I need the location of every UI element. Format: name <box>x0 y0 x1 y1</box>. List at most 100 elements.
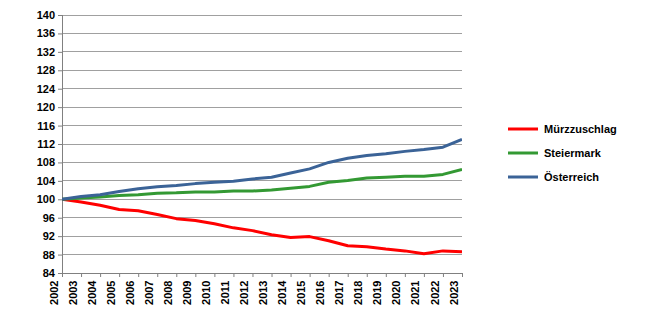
y-tick: 96 <box>43 212 62 224</box>
legend-label: Österreich <box>544 171 599 183</box>
y-tick: 120 <box>37 101 62 113</box>
x-tick-mark <box>62 273 63 277</box>
x-tick-mark <box>386 273 387 277</box>
y-tick-mark <box>58 15 62 16</box>
x-tick-label: 2015 <box>295 281 307 305</box>
x-tick-label: 2020 <box>390 281 402 305</box>
x-tick-label: 2021 <box>409 281 421 305</box>
x-tick: 2011 <box>219 273 234 304</box>
x-tick: 2023 <box>448 273 463 305</box>
x-tick: 2007 <box>143 273 158 305</box>
y-tick-label: 88 <box>43 249 55 261</box>
x-tick-label: 2019 <box>371 281 383 305</box>
x-tick: 2008 <box>162 273 177 305</box>
x-tick-label: 2008 <box>162 281 174 305</box>
x-tick-label: 2016 <box>314 281 326 305</box>
x-tick-label: 2022 <box>429 281 441 305</box>
x-tick-mark <box>405 273 406 277</box>
y-tick: 84 <box>43 267 62 279</box>
y-tick-mark <box>58 273 62 274</box>
x-tick-mark <box>195 273 196 277</box>
x-tick-mark <box>157 273 158 277</box>
y-tick: 136 <box>37 27 62 39</box>
y-tick: 132 <box>37 46 62 58</box>
y-tick-mark <box>58 199 62 200</box>
x-tick-mark <box>348 273 349 277</box>
y-tick-label: 92 <box>43 230 55 242</box>
x-tick-mark <box>100 273 101 277</box>
legend-swatch <box>508 176 538 179</box>
grid-line <box>62 144 462 145</box>
y-tick-mark <box>58 70 62 71</box>
lines <box>62 139 462 253</box>
legend-label: Mürzzuschlag <box>544 123 617 135</box>
legend: MürzzuschlagSteiermarkÖsterreich <box>508 123 617 183</box>
x-tick-label: 2018 <box>352 281 364 305</box>
y-tick: 100 <box>37 193 62 205</box>
grid-line <box>62 236 462 237</box>
y-tick-mark <box>58 144 62 145</box>
y-tick-label: 136 <box>37 27 55 39</box>
grid-line <box>62 180 462 181</box>
x-tick-mark <box>252 273 253 277</box>
x-tick: 2021 <box>409 273 424 305</box>
y-tick-label: 132 <box>37 46 55 58</box>
y-tick-label: 84 <box>43 267 56 279</box>
x-tick-mark <box>119 273 120 277</box>
series-line <box>62 199 462 253</box>
y-tick: 112 <box>37 138 62 150</box>
x-tick-label: 2013 <box>257 281 269 305</box>
x-tick: 2012 <box>238 273 253 305</box>
x-tick-mark <box>291 273 292 277</box>
x-tick: 2013 <box>257 273 272 305</box>
x-tick-label: 2004 <box>86 280 98 305</box>
y-tick: 88 <box>43 249 62 261</box>
grid-line <box>62 15 462 16</box>
legend-swatch <box>508 128 538 131</box>
y-tick: 92 <box>43 230 62 242</box>
x-tick-label: 2010 <box>200 281 212 305</box>
x-tick-label: 2012 <box>238 281 250 305</box>
y-tick-label: 112 <box>37 138 55 150</box>
x-tick-mark <box>138 273 139 277</box>
x-tick-label: 2007 <box>143 281 155 305</box>
series-line <box>62 169 462 199</box>
x-tick-mark <box>462 273 463 277</box>
x-tick-mark <box>424 273 425 277</box>
x-tick: 2018 <box>352 273 367 305</box>
x-tick: 2015 <box>295 273 310 305</box>
x-tick-mark <box>272 273 273 277</box>
y-tick-mark <box>58 255 62 256</box>
x-tick: 2006 <box>124 273 139 305</box>
x-tick: 2014 <box>276 273 291 305</box>
grid <box>62 15 462 273</box>
grid-line <box>62 107 462 108</box>
x-tick-label: 2002 <box>48 281 60 305</box>
plot: 8488929610010410811211612012412813213614… <box>37 9 463 305</box>
x-tick-mark <box>176 273 177 277</box>
x-tick: 2010 <box>200 273 215 305</box>
x-tick: 2002 <box>48 273 63 305</box>
x-axis-line <box>63 274 463 278</box>
y-tick-mark <box>58 236 62 237</box>
grid-line <box>62 88 462 89</box>
grid-line <box>62 125 462 126</box>
x-axis: 2002 2003 2004 2005 2006 2007 2008 2009 2010 2011… <box>48 273 463 305</box>
y-tick-mark <box>58 218 62 219</box>
x-tick: 2022 <box>429 273 444 305</box>
y-tick-label: 120 <box>37 101 55 113</box>
grid-line <box>62 217 462 218</box>
y-tick: 108 <box>37 156 62 168</box>
x-tick-mark <box>233 273 234 277</box>
y-tick-label: 116 <box>37 120 55 132</box>
y-tick-mark <box>58 162 62 163</box>
x-tick-label: 2009 <box>181 281 193 305</box>
y-tick: 116 <box>37 120 62 132</box>
y-tick: 140 <box>37 9 62 21</box>
x-tick-label: 2003 <box>67 281 79 305</box>
y-tick-mark <box>58 126 62 127</box>
x-tick-mark <box>81 273 82 277</box>
y-tick-mark <box>58 181 62 182</box>
x-tick-label: 2017 <box>333 281 345 305</box>
x-tick-label: 2005 <box>105 281 117 305</box>
